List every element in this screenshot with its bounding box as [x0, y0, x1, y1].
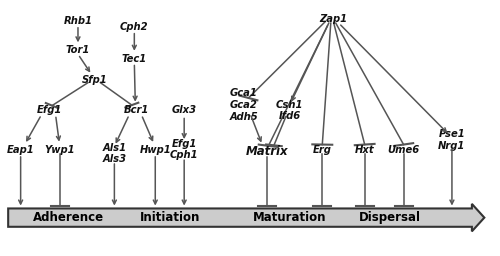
Text: Pse1
Nrg1: Pse1 Nrg1	[438, 130, 466, 151]
Text: Matrix: Matrix	[246, 145, 289, 158]
Text: Glx3: Glx3	[172, 105, 196, 115]
Text: Csh1
Ifd6: Csh1 Ifd6	[276, 100, 303, 122]
Text: Dispersal: Dispersal	[358, 211, 420, 224]
Text: Ywp1: Ywp1	[44, 145, 75, 155]
Text: Adherence: Adherence	[32, 211, 104, 224]
FancyArrow shape	[8, 204, 484, 231]
Text: Efg1
Cph1: Efg1 Cph1	[170, 139, 198, 161]
Text: Bcr1: Bcr1	[124, 105, 149, 115]
Text: Initiation: Initiation	[140, 211, 200, 224]
Text: Rhb1: Rhb1	[64, 16, 92, 26]
Text: Eap1: Eap1	[7, 145, 34, 155]
Text: Hwp1: Hwp1	[140, 145, 171, 155]
Text: Als1
Als3: Als1 Als3	[102, 143, 126, 164]
Text: Erg: Erg	[313, 145, 332, 155]
Text: Cph2: Cph2	[120, 22, 148, 32]
Text: Gca1
Gca2
Adh5: Gca1 Gca2 Adh5	[230, 89, 258, 122]
Text: Hxt: Hxt	[355, 145, 374, 155]
Text: Ume6: Ume6	[388, 145, 420, 155]
Text: Efg1: Efg1	[37, 105, 62, 115]
Text: Maturation: Maturation	[253, 211, 326, 224]
Text: Tor1: Tor1	[66, 45, 90, 55]
Text: Tec1: Tec1	[122, 54, 147, 64]
Text: Zap1: Zap1	[320, 14, 348, 24]
Text: Sfp1: Sfp1	[82, 74, 108, 85]
